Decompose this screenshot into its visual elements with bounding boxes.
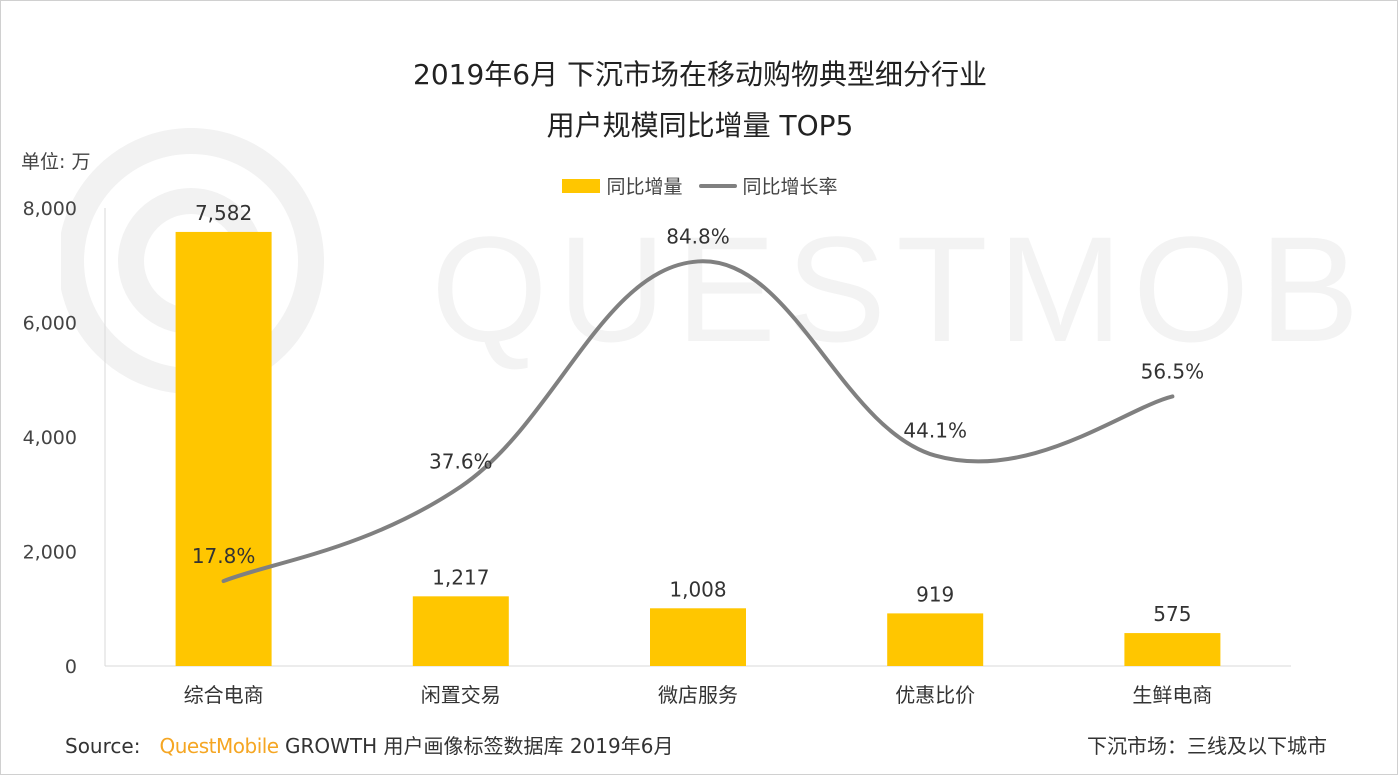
- bar: [175, 231, 272, 667]
- legend-bar-swatch: [562, 178, 601, 193]
- legend: 同比增量 同比增长率: [1, 172, 1397, 199]
- legend-bar-label: 同比增量: [606, 176, 683, 198]
- x-tick-label: 微店服务: [658, 683, 738, 707]
- chart-title-line1: 2019年6月 下沉市场在移动购物典型细分行业: [413, 58, 987, 91]
- y-tick-label: 0: [65, 656, 77, 678]
- y-tick-label: 8,000: [23, 198, 77, 220]
- bar-value-label: 1,217: [432, 565, 489, 589]
- legend-line-swatch: [698, 183, 737, 188]
- x-tick-label: 综合电商: [184, 683, 264, 707]
- rate-value-label: 84.8%: [666, 224, 730, 248]
- x-tick-label: 闲置交易: [421, 683, 501, 707]
- legend-line-label: 同比增长率: [742, 176, 838, 198]
- rate-line: [221, 259, 1175, 584]
- source-prefix: Source:: [65, 734, 141, 758]
- footer-source: Source: QuestMobile GROWTH 用户画像标签数据库 201…: [65, 730, 673, 759]
- y-tick-label: 6,000: [23, 313, 77, 335]
- legend-item-line: 同比增长率: [698, 172, 838, 199]
- bar-value-label: 1,008: [669, 577, 726, 601]
- unit-label: 单位: 万: [21, 151, 91, 173]
- rate-value-label: 17.8%: [192, 544, 256, 568]
- rate-value-label: 37.6%: [429, 450, 493, 474]
- x-tick-label: 生鲜电商: [1132, 683, 1212, 707]
- legend-item-bar: 同比增量: [562, 172, 683, 199]
- rate-value-label: 44.1%: [903, 419, 967, 443]
- chart-title-line2: 用户规模同比增量 TOP5: [546, 109, 854, 142]
- footer-note: 下沉市场：三线及以下城市: [1087, 734, 1327, 758]
- brand-name: QuestMobile: [159, 734, 280, 758]
- source-text: GROWTH 用户画像标签数据库 2019年6月: [284, 734, 674, 758]
- bar-value-label: 7,582: [195, 201, 252, 225]
- bar-value-label: 919: [916, 582, 954, 606]
- x-tick-label: 优惠比价: [895, 683, 975, 707]
- rate-value-label: 56.5%: [1141, 359, 1205, 383]
- y-tick-label: 4,000: [23, 427, 77, 449]
- bar: [650, 608, 746, 666]
- bar: [412, 596, 509, 666]
- y-tick-label: 2,000: [23, 542, 77, 564]
- bar-value-label: 575: [1153, 602, 1191, 626]
- bar: [1124, 633, 1221, 666]
- bar: [887, 613, 984, 666]
